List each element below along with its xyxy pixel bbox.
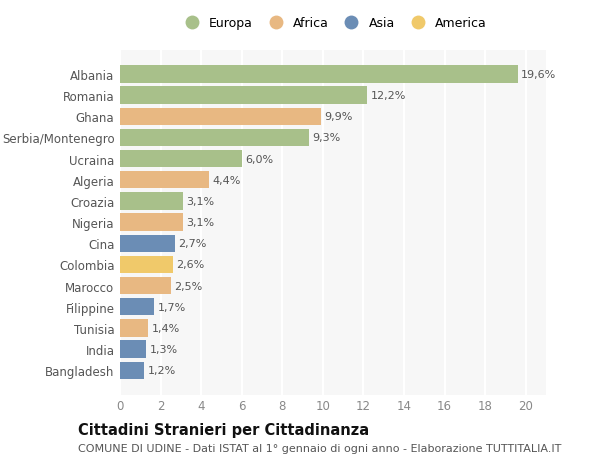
Text: Cittadini Stranieri per Cittadinanza: Cittadini Stranieri per Cittadinanza	[78, 422, 369, 437]
Bar	[120, 214, 183, 231]
Bar	[120, 235, 175, 252]
Text: 12,2%: 12,2%	[371, 91, 407, 101]
Legend: Europa, Africa, Asia, America: Europa, Africa, Asia, America	[179, 17, 487, 30]
Text: 6,0%: 6,0%	[245, 154, 274, 164]
Text: 1,7%: 1,7%	[158, 302, 187, 312]
Bar	[120, 277, 171, 295]
Text: 2,6%: 2,6%	[176, 260, 205, 270]
Text: 19,6%: 19,6%	[521, 70, 557, 80]
Text: 2,5%: 2,5%	[175, 281, 203, 291]
Bar	[120, 319, 148, 337]
Bar	[120, 362, 145, 379]
Text: COMUNE DI UDINE - Dati ISTAT al 1° gennaio di ogni anno - Elaborazione TUTTITALI: COMUNE DI UDINE - Dati ISTAT al 1° genna…	[78, 443, 562, 453]
Bar	[120, 193, 183, 210]
Bar	[120, 151, 242, 168]
Bar	[120, 341, 146, 358]
Text: 3,1%: 3,1%	[187, 218, 215, 228]
Text: 4,4%: 4,4%	[213, 175, 241, 185]
Text: 2,7%: 2,7%	[178, 239, 207, 249]
Text: 9,3%: 9,3%	[313, 133, 341, 143]
Bar	[120, 256, 173, 274]
Text: 9,9%: 9,9%	[325, 112, 353, 122]
Text: 1,3%: 1,3%	[150, 344, 178, 354]
Bar	[120, 66, 518, 84]
Bar	[120, 129, 308, 147]
Bar	[120, 108, 321, 126]
Text: 3,1%: 3,1%	[187, 196, 215, 207]
Bar	[120, 87, 367, 105]
Text: 1,2%: 1,2%	[148, 365, 176, 375]
Text: 1,4%: 1,4%	[152, 323, 181, 333]
Bar	[120, 172, 209, 189]
Bar	[120, 298, 154, 316]
